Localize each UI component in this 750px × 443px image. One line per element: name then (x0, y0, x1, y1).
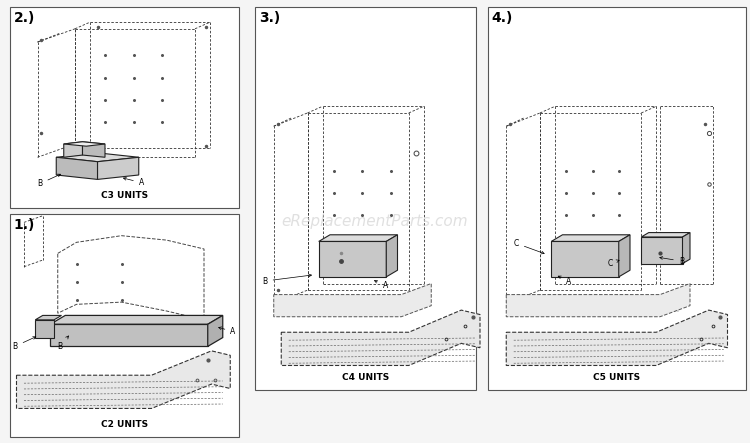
Polygon shape (319, 241, 386, 277)
Text: B: B (262, 274, 311, 286)
Polygon shape (16, 351, 230, 408)
Text: A: A (374, 280, 388, 290)
Polygon shape (551, 241, 619, 277)
Bar (488, 7, 746, 390)
Text: 2.): 2.) (13, 11, 34, 25)
Text: B: B (660, 256, 684, 266)
Polygon shape (64, 142, 105, 146)
Polygon shape (506, 284, 690, 317)
Polygon shape (56, 157, 98, 179)
Polygon shape (56, 153, 139, 162)
Polygon shape (386, 235, 398, 277)
Polygon shape (50, 315, 223, 324)
Polygon shape (35, 320, 54, 338)
Text: B: B (58, 336, 68, 351)
Text: A: A (219, 327, 236, 336)
Text: B: B (13, 337, 36, 351)
Text: 1.): 1.) (13, 218, 34, 232)
Polygon shape (274, 284, 431, 317)
Polygon shape (64, 142, 82, 157)
Text: C4 UNITS: C4 UNITS (342, 373, 389, 382)
Polygon shape (50, 324, 208, 346)
Polygon shape (619, 235, 630, 277)
Text: C5 UNITS: C5 UNITS (593, 373, 640, 382)
Polygon shape (641, 233, 690, 237)
Polygon shape (641, 237, 682, 264)
Polygon shape (35, 315, 62, 320)
Text: C3 UNITS: C3 UNITS (100, 191, 148, 200)
Polygon shape (682, 233, 690, 264)
Text: A: A (124, 178, 144, 187)
Polygon shape (82, 142, 105, 157)
Text: B: B (38, 174, 61, 188)
Polygon shape (281, 310, 480, 365)
Bar (255, 7, 476, 390)
Bar (10, 214, 238, 437)
Polygon shape (506, 310, 728, 365)
Text: C: C (514, 239, 544, 254)
Polygon shape (98, 157, 139, 179)
Polygon shape (551, 235, 630, 241)
Bar (10, 7, 238, 208)
Text: A: A (558, 276, 572, 286)
Text: C2 UNITS: C2 UNITS (100, 420, 148, 429)
Text: C: C (608, 259, 619, 268)
Polygon shape (208, 315, 223, 346)
Text: 4.): 4.) (491, 11, 513, 25)
Polygon shape (319, 235, 398, 241)
Text: eReplacementParts.com: eReplacementParts.com (282, 214, 468, 229)
Text: 3.): 3.) (259, 11, 280, 25)
